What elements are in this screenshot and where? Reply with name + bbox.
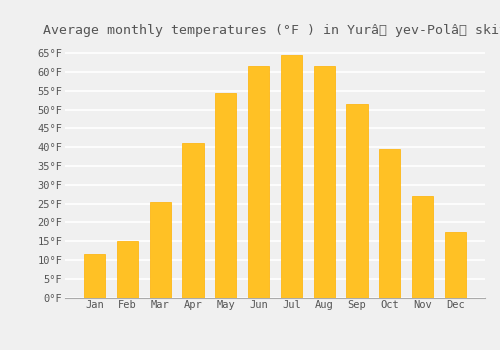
- Bar: [346, 104, 368, 298]
- Bar: [248, 66, 270, 298]
- Bar: [444, 232, 466, 298]
- Bar: [117, 241, 138, 298]
- Bar: [280, 55, 302, 298]
- Bar: [182, 144, 204, 298]
- Bar: [314, 66, 335, 298]
- Bar: [412, 196, 433, 298]
- Bar: [150, 202, 171, 298]
- Title: Average monthly temperatures (°F ) in Yurâ yev-Polâ skiy: Average monthly temperatures (°F ) in Yu…: [43, 24, 500, 37]
- Bar: [379, 149, 400, 298]
- Bar: [215, 93, 236, 298]
- Bar: [84, 254, 106, 298]
